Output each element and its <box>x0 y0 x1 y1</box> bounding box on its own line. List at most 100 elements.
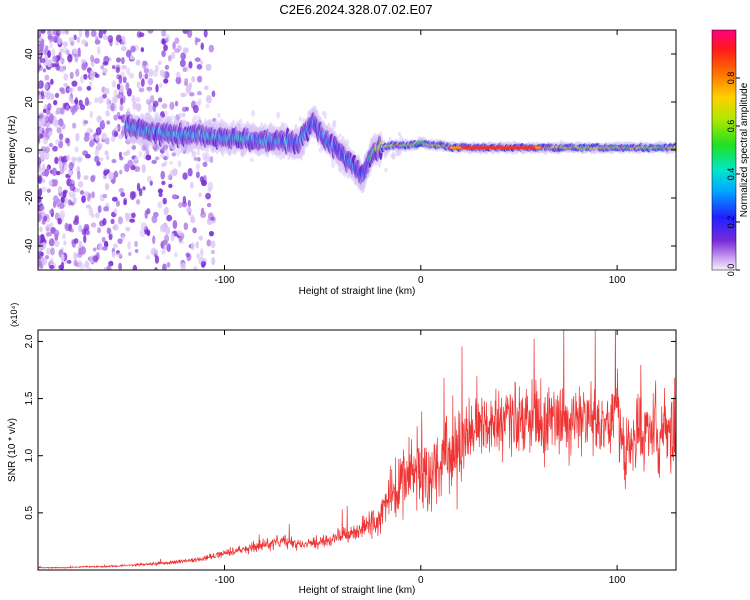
noise-speckle <box>210 240 216 249</box>
noise-speckle <box>157 188 164 194</box>
noise-speckle <box>126 67 131 75</box>
noise-speckle <box>148 68 154 77</box>
noise-speckle <box>54 156 59 165</box>
noise-speckle <box>195 163 200 171</box>
noise-speckle <box>91 174 96 181</box>
noise-speckle <box>142 186 146 191</box>
noise-speckle <box>108 233 113 241</box>
noise-speckle <box>146 86 152 93</box>
noise-speckle <box>110 218 115 225</box>
noise-speckle <box>40 186 47 193</box>
noise-speckle <box>41 163 46 173</box>
noise-speckle <box>162 197 167 205</box>
figure-title: C2E6.2024.328.07.02.E07 <box>279 2 432 17</box>
noise-speckle <box>101 132 108 141</box>
noise-speckle <box>187 199 191 208</box>
noise-speckle <box>53 229 60 237</box>
noise-speckle <box>161 30 167 37</box>
noise-speckle <box>195 171 200 179</box>
heatmap-x-tick-label: 0 <box>418 275 424 286</box>
noise-speckle <box>66 154 71 162</box>
noise-speckle <box>129 55 135 60</box>
noise-speckle <box>332 119 337 127</box>
noise-speckle <box>52 55 58 63</box>
noise-speckle <box>189 181 194 189</box>
noise-speckle <box>193 156 199 161</box>
noise-speckle <box>48 180 53 187</box>
noise-speckle <box>75 132 80 142</box>
noise-speckle <box>46 232 52 237</box>
noise-speckle <box>73 238 79 244</box>
noise-speckle <box>39 205 45 211</box>
noise-speckle <box>110 136 116 142</box>
ridge-hot-line <box>517 146 521 149</box>
noise-speckle <box>78 99 83 106</box>
noise-speckle <box>63 240 67 246</box>
noise-speckle <box>140 47 145 53</box>
noise-speckle <box>338 133 342 138</box>
noise-speckle <box>61 122 66 130</box>
noise-speckle <box>201 261 207 266</box>
noise-speckle <box>38 160 41 166</box>
snr-y-tick-label: 2.0 <box>24 334 35 348</box>
noise-speckle <box>152 248 159 255</box>
noise-speckle <box>114 126 119 131</box>
noise-speckle <box>39 45 44 53</box>
noise-speckle <box>182 195 187 204</box>
noise-speckle <box>154 156 160 161</box>
noise-speckle <box>104 137 110 145</box>
ridge-hot-line <box>453 146 456 149</box>
ridge-hot-line <box>506 146 510 149</box>
ridge-hot-line <box>492 146 496 149</box>
noise-speckle <box>120 40 127 46</box>
noise-speckle <box>138 32 145 37</box>
noise-speckle <box>106 120 111 125</box>
noise-speckle <box>76 252 83 258</box>
noise-speckle <box>121 233 125 241</box>
noise-speckle <box>41 117 45 126</box>
ridge-hot-line <box>481 146 485 149</box>
heatmap-panel: -100 0 100 -40 -20 0 20 40 Height of straight l… <box>7 29 677 297</box>
ridge-hot-line <box>536 146 540 149</box>
noise-speckle <box>89 128 94 134</box>
noise-speckle <box>188 61 193 69</box>
noise-speckle <box>97 96 104 104</box>
noise-speckle <box>161 103 168 109</box>
noise-speckle <box>38 30 42 39</box>
noise-speckle <box>106 227 111 235</box>
noise-speckle <box>180 52 187 61</box>
noise-speckle <box>157 97 163 103</box>
noise-speckle <box>168 183 173 189</box>
noise-speckle <box>197 157 201 162</box>
noise-speckle <box>120 57 125 65</box>
noise-speckle <box>55 30 61 37</box>
ridge-core <box>673 145 676 149</box>
ridge-hot-line <box>522 146 525 149</box>
noise-speckle <box>88 206 94 216</box>
noise-speckle <box>94 97 99 104</box>
noise-speckle <box>199 60 204 65</box>
noise-speckle <box>161 70 166 79</box>
noise-speckle <box>143 67 150 74</box>
ridge-hot-line <box>505 146 508 149</box>
ridge-hot-line <box>503 146 507 149</box>
noise-speckle <box>76 171 81 180</box>
noise-speckle <box>102 93 107 99</box>
noise-speckle <box>56 126 62 134</box>
noise-speckle <box>117 133 123 140</box>
noise-speckle <box>68 87 75 93</box>
noise-speckle <box>210 249 215 254</box>
noise-speckle <box>77 86 83 92</box>
noise-speckle <box>96 46 101 55</box>
ridge-hot-line <box>458 146 461 149</box>
ridge-hot-line <box>464 146 467 149</box>
noise-speckle <box>211 256 216 266</box>
noise-speckle <box>94 147 100 157</box>
noise-speckle <box>41 220 45 225</box>
noise-speckle <box>166 152 170 160</box>
noise-speckle <box>107 35 114 44</box>
noise-speckle <box>39 133 44 139</box>
noise-speckle <box>83 135 90 142</box>
ridge-hot-line <box>502 146 505 149</box>
noise-speckle <box>178 202 183 209</box>
